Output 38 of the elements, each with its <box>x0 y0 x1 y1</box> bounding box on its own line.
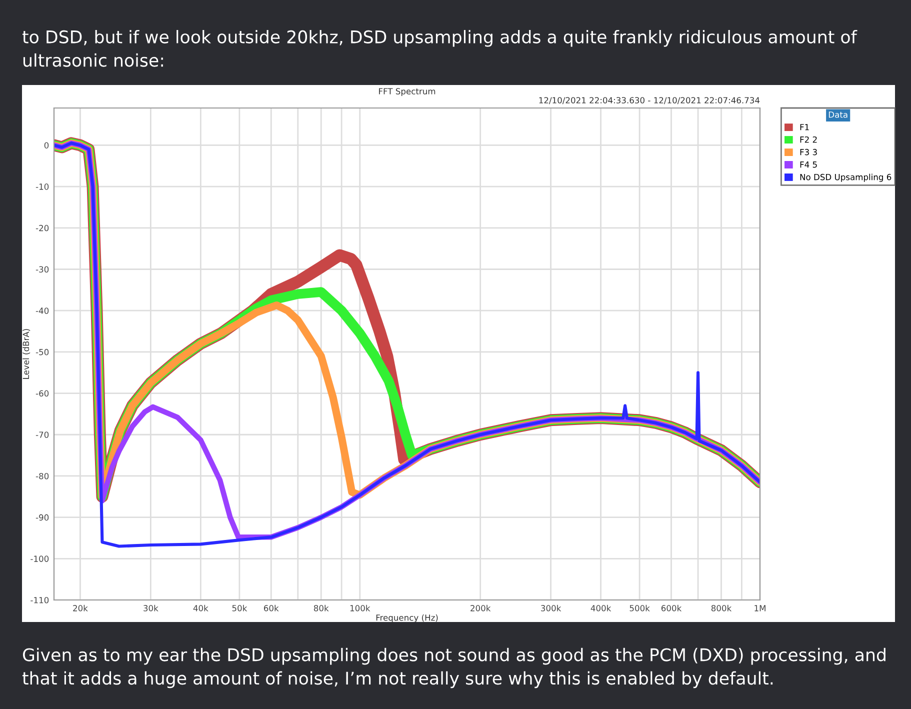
x-tick-label: 100k <box>350 604 370 612</box>
y-tick-label: -30 <box>36 266 49 273</box>
chart-subtitle: 12/10/2021 22:04:33.630 - 12/10/2021 22:07:46.734 <box>539 97 760 104</box>
y-tick-label: -20 <box>36 224 49 232</box>
y-tick-label: -50 <box>36 348 49 356</box>
y-tick-label: -40 <box>36 308 49 314</box>
x-tick-label: 200k <box>470 604 491 612</box>
x-tick-label: 20k <box>73 604 88 612</box>
text: Given as to my ear the DSD upsampling does not sound as good as the PCM (DXD) processing, and that it adds a huge amount of noise, I’m not really sure why this is enabled by default. <box>22 648 886 688</box>
x-tick-label: 60k <box>264 604 279 612</box>
legend-label: F4 5 <box>800 162 817 168</box>
x-tick-label: 80k <box>314 604 329 612</box>
chart-title: FFT Spectrum <box>379 88 436 96</box>
x-tick-label: 30k <box>144 604 158 612</box>
text: to DSD, but if we look outside 20khz, DSD upsampling adds a quite frankly ridiculous amount of ultrasonic noise: <box>22 30 858 67</box>
legend-label: F1 <box>800 124 809 130</box>
y-tick-label: -110 <box>30 596 49 604</box>
y-tick-label: 0 <box>44 142 49 148</box>
x-tick-label: 400k <box>590 604 612 612</box>
x-axis-title: Frequency (Hz) <box>376 614 438 622</box>
x-tick-label: 800k <box>711 604 732 612</box>
y-tick-label: -10 <box>36 184 49 190</box>
x-tick-label: 1M <box>754 605 766 612</box>
legend-label: F2 2 <box>800 136 817 143</box>
x-tick-label: 300k <box>541 604 562 612</box>
y-tick-label: -90 <box>36 514 49 521</box>
x-tick-label: 50k <box>232 604 248 612</box>
y-tick-label: -60 <box>36 390 49 397</box>
legend-label: No DSD Upsampling 6 <box>800 174 892 182</box>
x-tick-label: 600k <box>661 604 682 612</box>
y-tick-label: -100 <box>30 556 49 562</box>
legend-title: Data <box>828 112 848 118</box>
y-tick-label: -80 <box>36 472 49 480</box>
y-axis-title: Level (dBrA) <box>22 329 30 379</box>
legend-label: F3 3 <box>800 148 817 156</box>
y-tick-label: -70 <box>36 432 49 438</box>
x-tick-label: 500k <box>630 604 650 612</box>
x-tick-label: 40k <box>193 604 208 612</box>
